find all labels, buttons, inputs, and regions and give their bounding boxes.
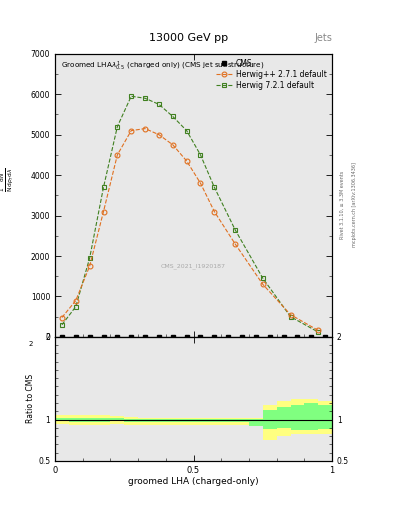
Herwig++ 2.7.1 default — [212, 208, 217, 215]
CMS — [60, 334, 64, 340]
Herwig++ 2.7.1 default — [143, 125, 147, 132]
X-axis label: groomed LHA (charged-only): groomed LHA (charged-only) — [128, 477, 259, 486]
Herwig++ 2.7.1 default — [101, 208, 106, 215]
Herwig 7.2.1 default — [261, 275, 265, 281]
Legend: CMS, Herwig++ 2.7.1 default, Herwig 7.2.1 default: CMS, Herwig++ 2.7.1 default, Herwig 7.2.… — [215, 57, 328, 92]
Y-axis label: Ratio to CMS: Ratio to CMS — [26, 374, 35, 423]
CMS — [129, 334, 134, 340]
Text: 2: 2 — [28, 341, 33, 347]
Herwig 7.2.1 default — [115, 123, 120, 130]
Herwig 7.2.1 default — [171, 113, 175, 119]
Herwig 7.2.1 default — [184, 127, 189, 134]
Herwig++ 2.7.1 default — [73, 297, 78, 304]
Herwig++ 2.7.1 default — [316, 327, 321, 333]
Text: Rivet 3.1.10, ≥ 3.3M events: Rivet 3.1.10, ≥ 3.3M events — [340, 170, 345, 239]
Herwig++ 2.7.1 default — [60, 314, 64, 321]
Herwig 7.2.1 default — [60, 322, 64, 328]
Text: $\frac{1}{\mathrm{N}}\frac{\mathrm{d}N}{\mathrm{d}p_T\mathrm{d}\lambda}$: $\frac{1}{\mathrm{N}}\frac{\mathrm{d}N}{… — [0, 167, 17, 191]
CMS — [171, 334, 175, 340]
Line: Herwig++ 2.7.1 default: Herwig++ 2.7.1 default — [59, 126, 321, 333]
Text: CMS_2021_I1920187: CMS_2021_I1920187 — [161, 263, 226, 269]
CMS — [212, 334, 217, 340]
CMS — [143, 334, 147, 340]
Herwig 7.2.1 default — [233, 227, 237, 233]
Herwig++ 2.7.1 default — [233, 241, 237, 247]
Line: CMS: CMS — [60, 335, 327, 338]
CMS — [198, 334, 203, 340]
Herwig 7.2.1 default — [101, 184, 106, 190]
CMS — [309, 334, 314, 340]
Text: 13000 GeV pp: 13000 GeV pp — [149, 33, 228, 44]
Herwig++ 2.7.1 default — [198, 180, 203, 186]
CMS — [115, 334, 120, 340]
Herwig 7.2.1 default — [198, 152, 203, 158]
Herwig++ 2.7.1 default — [156, 132, 161, 138]
CMS — [101, 334, 106, 340]
Herwig++ 2.7.1 default — [87, 263, 92, 269]
Herwig 7.2.1 default — [156, 101, 161, 108]
CMS — [323, 334, 327, 340]
Herwig++ 2.7.1 default — [115, 152, 120, 158]
CMS — [295, 334, 300, 340]
Herwig 7.2.1 default — [129, 93, 134, 99]
CMS — [267, 334, 272, 340]
Line: Herwig 7.2.1 default: Herwig 7.2.1 default — [59, 94, 321, 334]
Herwig++ 2.7.1 default — [184, 158, 189, 164]
Herwig 7.2.1 default — [212, 184, 217, 190]
Text: mcplots.cern.ch [arXiv:1306.3436]: mcplots.cern.ch [arXiv:1306.3436] — [352, 162, 357, 247]
Herwig 7.2.1 default — [316, 329, 321, 335]
CMS — [253, 334, 258, 340]
CMS — [226, 334, 231, 340]
Herwig++ 2.7.1 default — [288, 312, 293, 318]
CMS — [73, 334, 78, 340]
Text: Jets: Jets — [314, 33, 332, 44]
CMS — [156, 334, 161, 340]
Herwig++ 2.7.1 default — [129, 127, 134, 134]
Herwig++ 2.7.1 default — [171, 142, 175, 148]
Herwig 7.2.1 default — [143, 95, 147, 101]
CMS — [87, 334, 92, 340]
Herwig 7.2.1 default — [87, 255, 92, 261]
Text: Groomed LHA$\lambda^{1}_{0.5}$ (charged only) (CMS jet substructure): Groomed LHA$\lambda^{1}_{0.5}$ (charged … — [61, 59, 264, 73]
CMS — [240, 334, 244, 340]
Herwig 7.2.1 default — [288, 314, 293, 320]
CMS — [184, 334, 189, 340]
Herwig++ 2.7.1 default — [261, 281, 265, 287]
CMS — [281, 334, 286, 340]
Herwig 7.2.1 default — [73, 304, 78, 310]
